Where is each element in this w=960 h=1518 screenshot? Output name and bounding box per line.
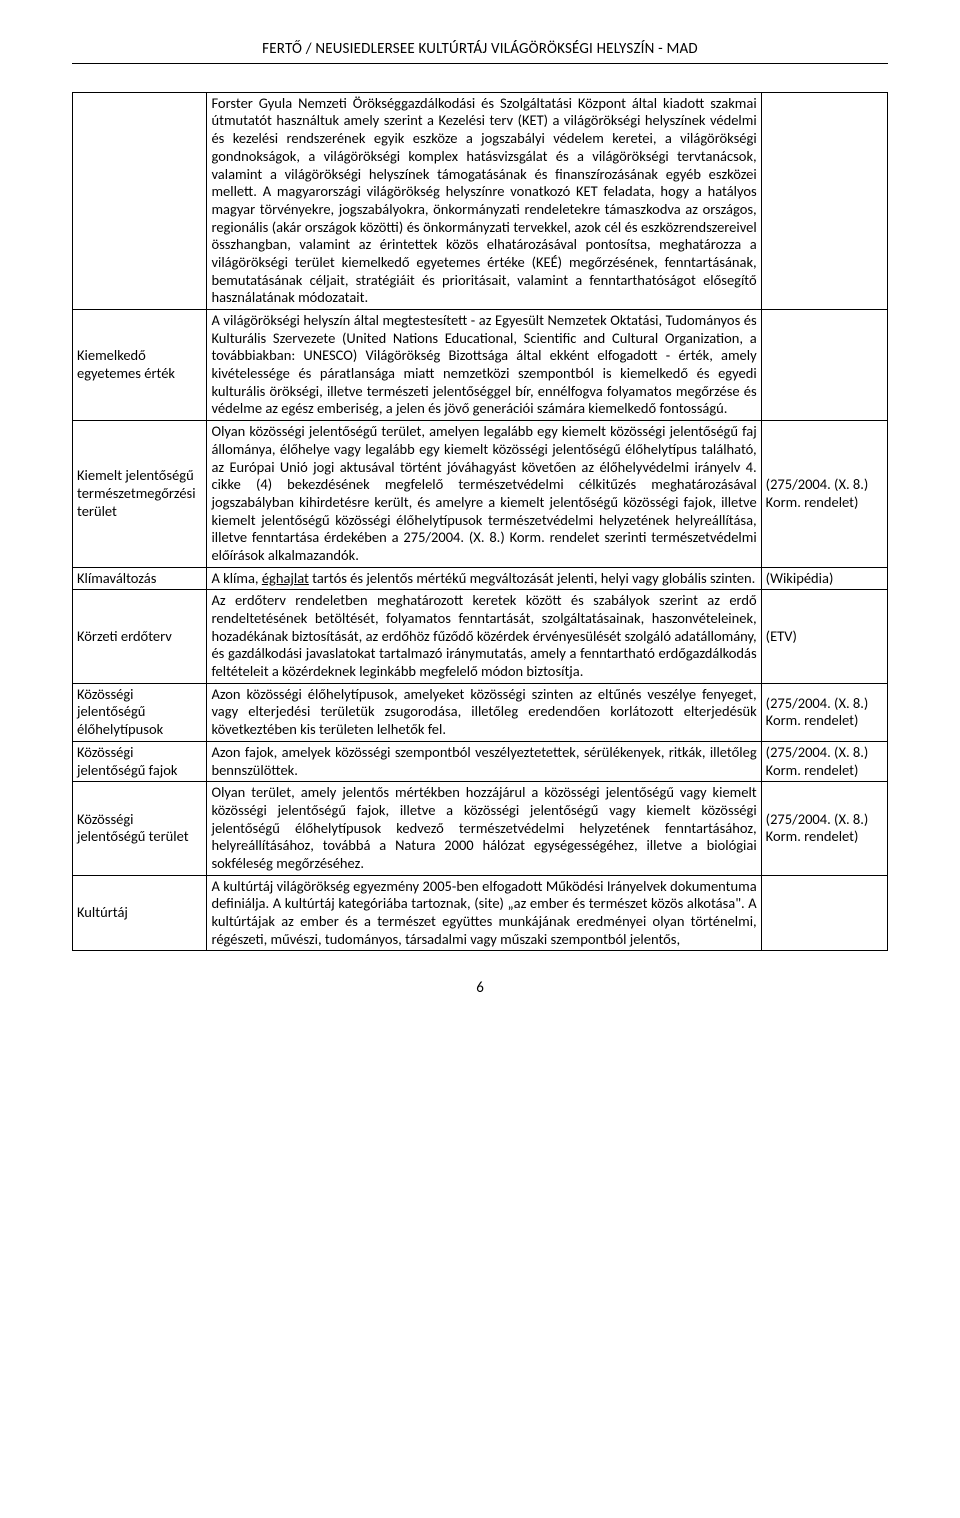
definition-cell: Az erdőterv rendeletben meghatározott ke… [207,590,761,683]
term-cell: Kiemelt jelentőségű természetmegőrzési t… [73,421,207,568]
term-cell: Közösségi jelentőségű élőhelytípusok [73,683,207,741]
table-row: Kiemelt jelentőségű természetmegőrzési t… [73,421,888,568]
term-cell: Közösségi jelentőségű terület [73,782,207,875]
term-cell: Kultúrtáj [73,875,207,951]
source-cell: (275/2004. (X. 8.) Korm. rendelet) [761,782,887,875]
table-row: Közösségi jelentőségű fajokAzon fajok, a… [73,741,888,781]
header-text: FERTŐ / NEUSIEDLERSEE KULTÚRTÁJ VILÁGÖRÖ… [262,40,698,58]
definition-cell: Olyan terület, amely jelentős mértékben … [207,782,761,875]
source-cell: (Wikipédia) [761,567,887,590]
source-cell [761,310,887,421]
page-header: FERTŐ / NEUSIEDLERSEE KULTÚRTÁJ VILÁGÖRÖ… [72,40,888,64]
table-row: Kiemelkedő egyetemes értékA világörökség… [73,310,888,421]
page-number-text: 6 [476,979,484,997]
page-number: 6 [72,979,888,998]
table-row: Közösségi jelentőségű élőhelytípusokAzon… [73,683,888,741]
definition-cell: A világörökségi helyszín által megtestes… [207,310,761,421]
definition-cell: Azon fajok, amelyek közösségi szempontbó… [207,741,761,781]
source-cell: (275/2004. (X. 8.) Korm. rendelet) [761,421,887,568]
term-cell: Kiemelkedő egyetemes érték [73,310,207,421]
definition-cell: Azon közösségi élőhelytípusok, amelyeket… [207,683,761,741]
term-cell: Klímaváltozás [73,567,207,590]
source-cell: (275/2004. (X. 8.) Korm. rendelet) [761,683,887,741]
term-cell [73,92,207,309]
table-row: Forster Gyula Nemzeti Örökséggazdálkodás… [73,92,888,309]
definition-cell: Olyan közösségi jelentőségű terület, ame… [207,421,761,568]
definition-cell: A klíma, éghajlat tartós és jelentős mér… [207,567,761,590]
glossary-table: Forster Gyula Nemzeti Örökséggazdálkodás… [72,92,888,952]
term-cell: Körzeti erdőterv [73,590,207,683]
term-cell: Közösségi jelentőségű fajok [73,741,207,781]
source-cell: (ETV) [761,590,887,683]
glossary-body: Forster Gyula Nemzeti Örökséggazdálkodás… [73,92,888,951]
table-row: KultúrtájA kultúrtáj világörökség egyezm… [73,875,888,951]
definition-cell: Forster Gyula Nemzeti Örökséggazdálkodás… [207,92,761,309]
source-cell: (275/2004. (X. 8.) Korm. rendelet) [761,741,887,781]
table-row: Közösségi jelentőségű területOlyan terül… [73,782,888,875]
definition-cell: A kultúrtáj világörökség egyezmény 2005-… [207,875,761,951]
source-cell [761,875,887,951]
table-row: Körzeti erdőtervAz erdőterv rendeletben … [73,590,888,683]
source-cell [761,92,887,309]
table-row: KlímaváltozásA klíma, éghajlat tartós és… [73,567,888,590]
